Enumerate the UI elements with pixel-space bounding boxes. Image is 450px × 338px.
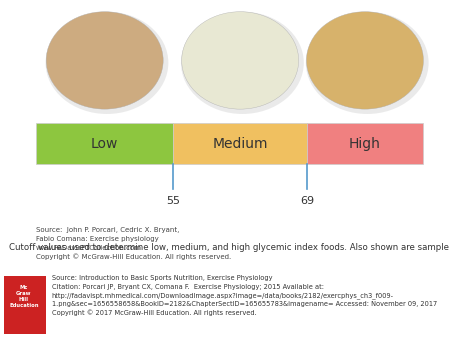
FancyBboxPatch shape: [173, 123, 307, 164]
Ellipse shape: [306, 12, 423, 109]
Ellipse shape: [306, 12, 429, 114]
Text: 69: 69: [300, 196, 314, 206]
Ellipse shape: [46, 12, 163, 109]
Text: Low: Low: [91, 137, 118, 151]
FancyBboxPatch shape: [307, 123, 423, 164]
Text: 55: 55: [166, 196, 180, 206]
Text: High: High: [349, 137, 381, 151]
Text: Source:  John P. Porcari, Cedric X. Bryant,
Fabio Comana: Exercise physiology
ww: Source: John P. Porcari, Cedric X. Bryan…: [36, 227, 231, 261]
Ellipse shape: [45, 12, 168, 114]
FancyBboxPatch shape: [36, 123, 173, 164]
Ellipse shape: [181, 12, 304, 114]
Text: Source: Introduction to Basic Sports Nutrition, Exercise Physiology
Citation: Po: Source: Introduction to Basic Sports Nut…: [52, 275, 437, 316]
Ellipse shape: [182, 12, 299, 109]
Text: Cutoff values used to determine low, medium, and high glycemic index foods. Also: Cutoff values used to determine low, med…: [9, 243, 450, 252]
FancyBboxPatch shape: [4, 276, 46, 334]
Text: Mc
Graw
Hill
Education: Mc Graw Hill Education: [9, 285, 39, 308]
Text: Medium: Medium: [212, 137, 268, 151]
